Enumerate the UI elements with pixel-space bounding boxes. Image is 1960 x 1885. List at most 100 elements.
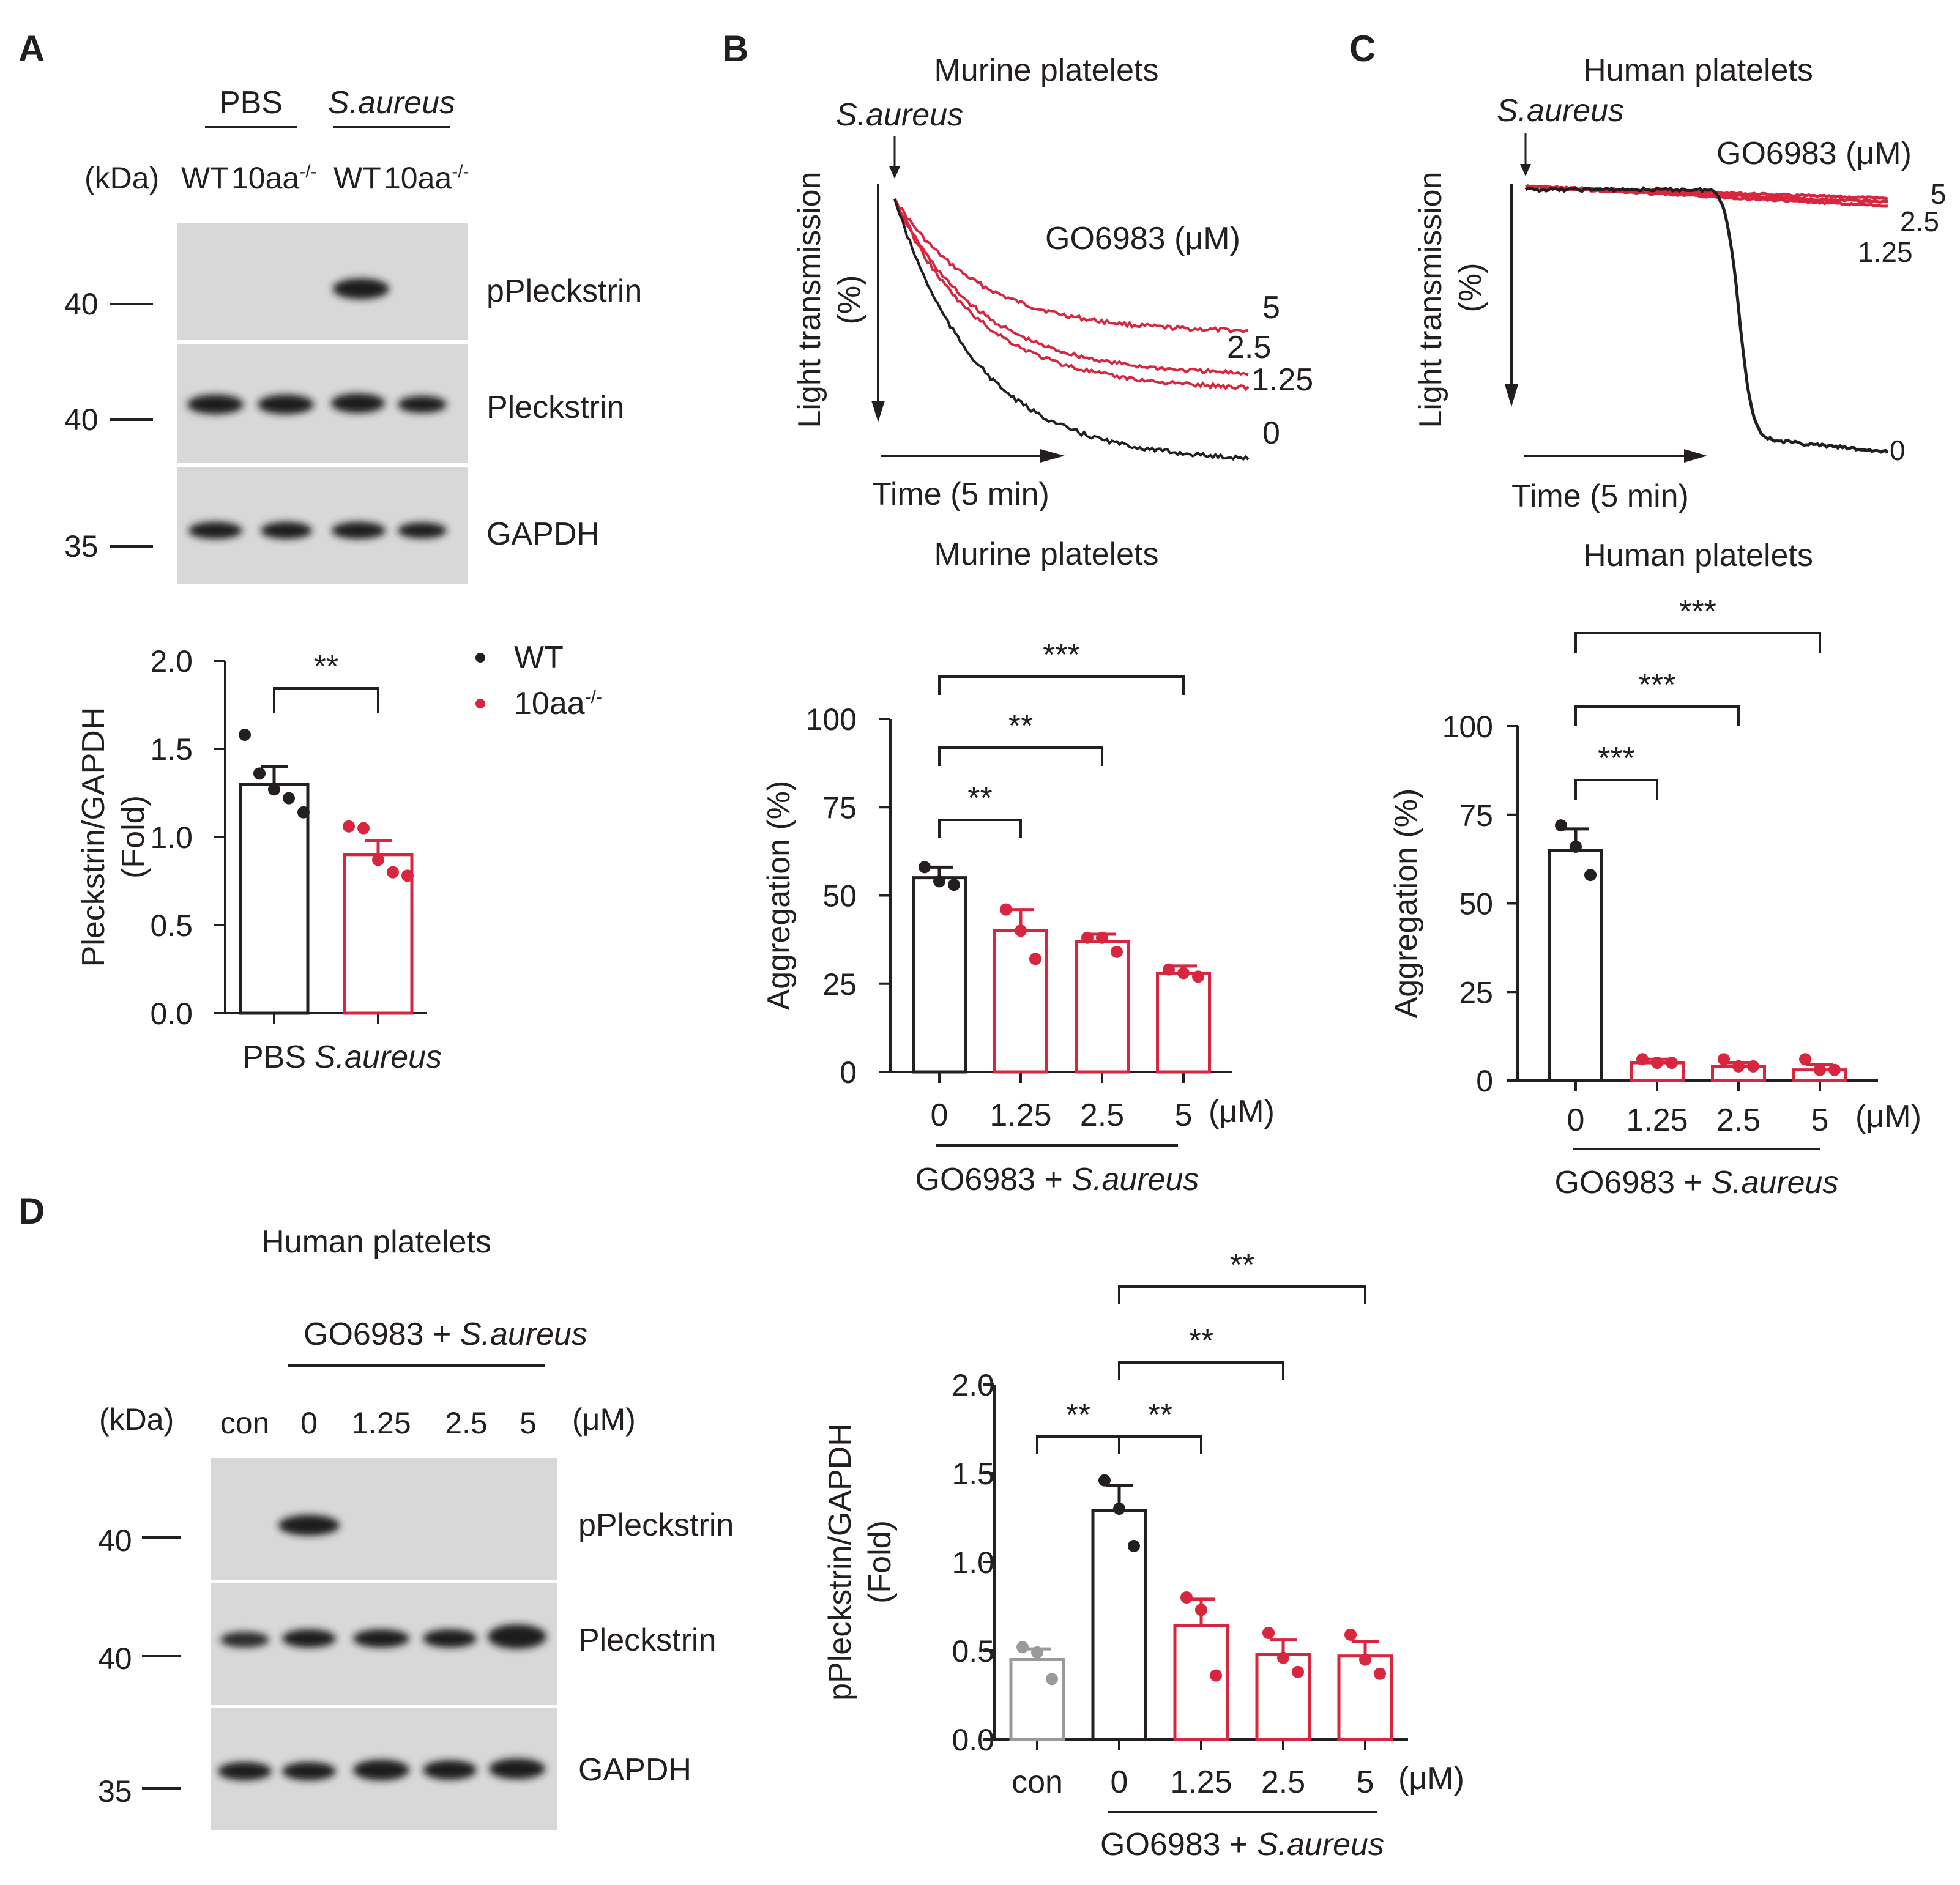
data-point: [1046, 1673, 1058, 1686]
group-label-bug: S.aureus: [1071, 1162, 1199, 1197]
x-tick-label: S.aureus: [315, 1039, 442, 1075]
mw-a-3: 35: [64, 529, 99, 563]
band-d-plek-0: [282, 1629, 336, 1648]
data-point: [1195, 1604, 1207, 1616]
data-point: [1277, 1651, 1289, 1664]
legend-wt-label: WT: [514, 640, 564, 675]
legend-ko-text: 10aa: [514, 686, 585, 721]
x-tick-label: 5: [1811, 1102, 1829, 1138]
y-tick-label: 1.5: [952, 1457, 994, 1491]
y-tick-label: 0.5: [150, 909, 193, 943]
data-point: [1210, 1669, 1222, 1682]
y-tick-label: 2.0: [150, 644, 193, 679]
x-tick-label: PBS: [242, 1039, 306, 1075]
significance-label: **: [1189, 1323, 1213, 1359]
bands-d: [218, 1515, 546, 1780]
data-point: [1015, 924, 1027, 937]
group-label-drug: GO6983 +: [1555, 1165, 1712, 1200]
x-tick-label: 0: [1567, 1102, 1585, 1138]
data-point: [1081, 931, 1094, 944]
significance-label: **: [1066, 1397, 1090, 1433]
mw-d-3: 35: [98, 1774, 132, 1809]
significance-label: **: [1008, 708, 1033, 744]
y-tick-label: 0: [840, 1055, 857, 1090]
trace-c-yarrow-head: [1505, 384, 1518, 407]
data-point: [1374, 1667, 1386, 1680]
bar: [343, 853, 414, 1015]
y-tick-label: 0.5: [952, 1634, 994, 1668]
x-tick-label: 0: [931, 1098, 948, 1133]
blot-a-label-pplek: pPleckstrin: [486, 273, 642, 309]
significance-label: ***: [1679, 594, 1716, 630]
data-point: [343, 820, 355, 833]
data-point: [372, 853, 384, 866]
significance-bracket: [938, 675, 1185, 695]
blot-d-lane-1-25: 1.25: [351, 1406, 411, 1440]
lane-ko-sup-2: -/-: [452, 162, 469, 182]
blot-d-row-1: [211, 1458, 557, 1580]
significance-label: ***: [1639, 667, 1676, 703]
data-point: [1292, 1665, 1304, 1678]
data-point: [1344, 1628, 1357, 1641]
data-point: [1262, 1627, 1275, 1639]
y-tick-label: 2.0: [952, 1368, 994, 1402]
trace-c-ylabel-2: (%): [1453, 263, 1488, 313]
bar: [1156, 971, 1211, 1074]
data-point: [1128, 1539, 1140, 1552]
band-a-gapdh-3: [332, 522, 386, 539]
data-point: [1666, 1057, 1678, 1069]
chart-b-title: Murine platelets: [934, 537, 1158, 572]
trace-line: [893, 198, 1250, 461]
data-point: [1016, 1641, 1029, 1654]
y-tick-label: 75: [822, 790, 857, 825]
data-point: [1555, 819, 1567, 832]
band-d-gapdh-0: [282, 1762, 336, 1780]
trace-c-xarrow-head: [1684, 449, 1707, 463]
x-tick-label: 2.5: [1261, 1764, 1305, 1800]
panel-c-trace: Human platelets S.aureus Light transmiss…: [1413, 53, 1947, 514]
group-label: GO6983 + S.aureus: [915, 1162, 1199, 1197]
group-label-bug: S.aureus: [1257, 1827, 1384, 1862]
legend-ko-dot: [475, 699, 485, 708]
blot-d-lane-con: con: [220, 1406, 270, 1440]
mw-a-1: 40: [64, 287, 99, 321]
lane-label-ko-2: 10aa-/-: [384, 161, 469, 195]
y-axis-label: Aggregation (%): [761, 781, 797, 1011]
blot-d-kda: (kDa): [99, 1402, 174, 1437]
y-axis-label: (Fold): [862, 1520, 898, 1604]
band-d-pplek-0: [278, 1515, 340, 1536]
data-point: [933, 875, 945, 888]
bar: [1009, 1658, 1065, 1741]
blot-d-treatment-drug: GO6983 +: [304, 1317, 460, 1352]
bar: [1173, 1624, 1229, 1741]
data-point: [1359, 1653, 1371, 1666]
data-point: [1651, 1057, 1663, 1069]
y-tick-label: 50: [1459, 887, 1493, 921]
x-tick-label: 1.25: [1626, 1102, 1688, 1138]
data-point: [1029, 953, 1041, 965]
significance-bracket: [273, 687, 379, 713]
trace-c-title: Human platelets: [1583, 53, 1813, 88]
trace-c-label-1-25: 1.25: [1858, 236, 1913, 268]
significance-label: ***: [1598, 741, 1635, 776]
y-tick-label: 100: [1442, 710, 1493, 744]
significance-bracket: [1574, 705, 1740, 726]
blot-d-treatment: GO6983 + S.aureus: [304, 1317, 587, 1352]
panel-letter-d: D: [18, 1191, 45, 1232]
data-point: [268, 783, 280, 796]
data-point: [1570, 840, 1582, 853]
chart-c: 0 25 50 75 100 0 1.25 2.5 5 Aggregation (%) *** ***…: [1388, 538, 1921, 1200]
data-point: [253, 767, 266, 780]
data-point: [1163, 963, 1175, 976]
data-point: [1180, 1591, 1193, 1604]
significance-label: ***: [1043, 638, 1080, 673]
band-a-plek-3: [331, 393, 385, 413]
data-point: [1718, 1053, 1730, 1066]
y-tick-label: 100: [806, 702, 857, 737]
lane-label-ko-1: 10aa-/-: [231, 161, 317, 195]
bar: [1075, 940, 1130, 1074]
trace-c-curves: [1524, 184, 1889, 454]
y-tick-label: 75: [1459, 798, 1493, 833]
y-tick-label: 25: [1459, 975, 1493, 1009]
trace-c-xlabel: Time (5 min): [1511, 478, 1689, 514]
